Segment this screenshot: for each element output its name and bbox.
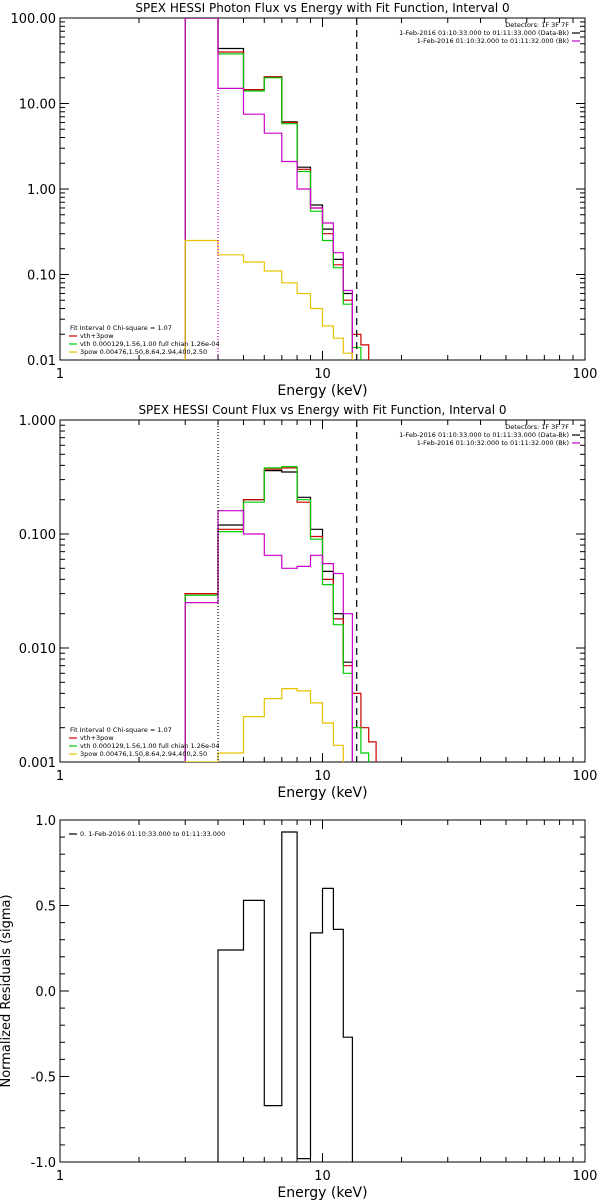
chart-panel-3: 1 10 100 Energy (keV) -1.0 -0.5 0.0 0.5 1.0 Norma…	[0, 814, 597, 1200]
y-tick-label: 1.00	[27, 183, 56, 198]
x-axis-label: Energy (keV)	[277, 785, 367, 801]
x-tick-label: 10	[314, 1169, 331, 1184]
legend-entry-3: vth 0.000129,1.56,1.00 full chian 1.26e-…	[80, 742, 220, 750]
legend-entry-4: 3pow 0.00476,1.50,8.64,2.94,400,2.50	[80, 750, 207, 758]
plot-area	[217, 831, 353, 1162]
chart-title: SPEX HESSI Count Flux vs Energy with Fit…	[138, 403, 506, 417]
series-1-line	[184, 470, 353, 762]
y-tick-label: 0.100	[19, 528, 56, 543]
y-tick-label: 0.0	[35, 985, 56, 1000]
y-tick-label: 1.0	[35, 814, 56, 829]
y-tick-label: 1.000	[19, 414, 56, 429]
x-axis-label: Energy (keV)	[277, 383, 367, 399]
series-5-line	[184, 688, 344, 762]
series-4-line	[184, 18, 353, 360]
legend-entry-2: vth+3pow	[80, 332, 114, 340]
y-tick-label: 0.010	[19, 642, 56, 657]
series-1-line	[217, 831, 353, 1162]
y-tick-label: 100.00	[11, 12, 57, 27]
header-line-3: 1-Feb-2016 01:10:32.000 to 01:11:32.000 …	[417, 37, 569, 45]
legend-entry-4: 3pow 0.00476,1.50,8.64,2.94,400,2.50	[80, 348, 207, 356]
header-line-1: Detectors: 1F 3F 7F	[505, 21, 569, 29]
x-tick-label: 100	[573, 769, 598, 784]
plot-area	[184, 18, 370, 360]
plot-frame	[59, 819, 586, 1163]
header-line-2: 1-Feb-2016 01:10:33.000 to 01:11:33.000 …	[399, 29, 569, 37]
chart-panel-1: 1 10 100 Energy (keV) 0.01 0.10 1.00 10.00 100.0…	[11, 1, 598, 399]
x-tick-label: 1	[56, 769, 64, 784]
legend-entry-1: Fit Interval 0 Chi-square = 1.07	[70, 726, 172, 734]
header-line-3: 1-Feb-2016 01:10:32.000 to 01:11:32.000 …	[417, 439, 569, 447]
x-tick-label: 1	[56, 1169, 64, 1184]
series-3-line	[184, 466, 370, 762]
y-tick-label: -1.0	[31, 1156, 56, 1171]
legend-entry-1: Fit Interval 0 Chi-square = 1.07	[70, 324, 172, 332]
y-tick-label: 0.01	[27, 354, 56, 369]
x-tick-label: 100	[573, 367, 598, 382]
series-5-line	[184, 239, 353, 360]
y-tick-label: 0.5	[35, 900, 56, 915]
chart-title: SPEX HESSI Photon Flux vs Energy with Fi…	[135, 1, 509, 15]
x-tick-label: 100	[573, 1169, 598, 1184]
chart-panel-2: 1 10 100 Energy (keV) 0.001 0.010 0.100 1.000 SP…	[19, 403, 598, 801]
series-3-line	[184, 18, 362, 360]
series-2-line	[184, 18, 370, 360]
legend-entry-2: vth+3pow	[80, 734, 114, 742]
series-2-line	[184, 467, 377, 762]
x-tick-label: 10	[314, 367, 331, 382]
header-line-2: 1-Feb-2016 01:10:33.000 to 01:11:33.000 …	[399, 431, 569, 439]
legend-entry-1: 0. 1-Feb-2016 01:10:33.000 to 01:11:33.0…	[80, 830, 225, 838]
header-line-1: Detectors: 1F 3F 7F	[505, 423, 569, 431]
series-1-line	[184, 18, 353, 360]
y-tick-label: 0.10	[27, 269, 56, 284]
x-tick-label: 10	[314, 769, 331, 784]
legend-entry-3: vth 0.000129,1.56,1.00 full chian 1.26e-…	[80, 340, 220, 348]
y-tick-label: 0.001	[19, 756, 56, 771]
x-axis-label: Energy (keV)	[277, 1185, 367, 1200]
x-tick-label: 1	[56, 367, 64, 382]
series-4-line	[184, 510, 353, 762]
y-tick-label: -0.5	[31, 1071, 56, 1086]
plot-area	[184, 420, 377, 762]
y-tick-label: 10.00	[19, 98, 56, 113]
y-axis-label: Normalized Residuals (sigma)	[0, 894, 14, 1087]
